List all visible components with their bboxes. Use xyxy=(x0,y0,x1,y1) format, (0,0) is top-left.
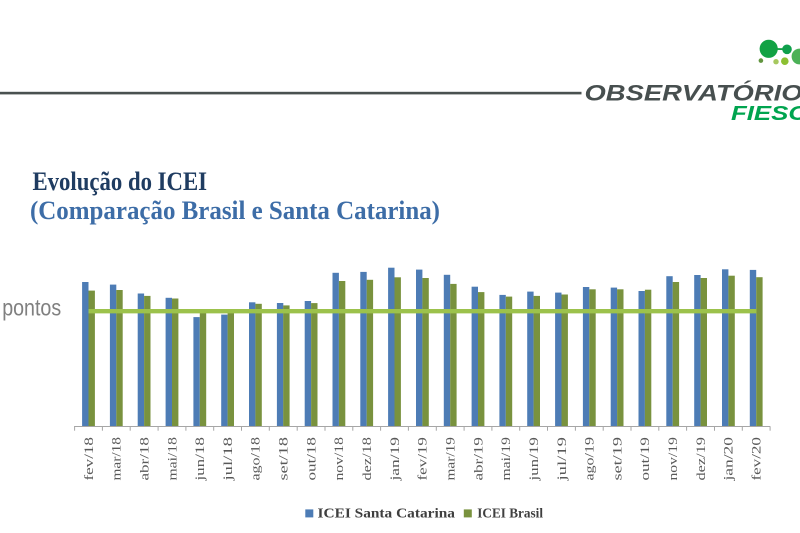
svg-text:out/19: out/19 xyxy=(638,437,652,481)
svg-text:ICEI Brasil: ICEI Brasil xyxy=(477,506,543,521)
svg-text:jul/19: jul/19 xyxy=(555,437,569,482)
svg-text:set/19: set/19 xyxy=(610,437,624,481)
svg-text:dez/18: dez/18 xyxy=(360,437,374,481)
svg-text:abr/18: abr/18 xyxy=(137,437,151,481)
svg-text:out/18: out/18 xyxy=(304,437,318,481)
svg-text:fev/19: fev/19 xyxy=(416,437,430,481)
svg-text:pontos: pontos xyxy=(2,295,61,321)
svg-text:jan/20: jan/20 xyxy=(722,437,736,482)
svg-text:nov/19: nov/19 xyxy=(666,437,680,481)
svg-text:abr/19: abr/19 xyxy=(471,437,485,481)
svg-text:mai/19: mai/19 xyxy=(499,437,513,481)
svg-text:FIESC: FIESC xyxy=(731,103,800,125)
svg-text:ago/19: ago/19 xyxy=(583,437,597,481)
svg-text:fev/18: fev/18 xyxy=(82,437,96,481)
svg-text:mar/18: mar/18 xyxy=(110,437,124,481)
svg-text:(Comparação Brasil e Santa Cat: (Comparação Brasil e Santa Catarina) xyxy=(30,196,440,225)
svg-text:mar/19: mar/19 xyxy=(444,437,458,481)
svg-text:OBSERVATÓRIO: OBSERVATÓRIO xyxy=(585,81,800,106)
svg-text:jan/19: jan/19 xyxy=(388,437,402,482)
svg-text:jul/18: jul/18 xyxy=(221,437,235,482)
svg-text:jun/19: jun/19 xyxy=(527,437,541,482)
svg-text:dez/19: dez/19 xyxy=(694,437,708,481)
svg-text:ago/18: ago/18 xyxy=(249,437,263,481)
svg-text:ICEI Santa Catarina: ICEI Santa Catarina xyxy=(318,506,456,521)
svg-text:jun/18: jun/18 xyxy=(193,437,207,482)
svg-text:Evolução do ICEI: Evolução do ICEI xyxy=(33,167,208,196)
svg-text:mai/18: mai/18 xyxy=(165,437,179,481)
svg-text:set/18: set/18 xyxy=(277,437,291,481)
svg-text:nov/18: nov/18 xyxy=(332,437,346,481)
svg-text:fev/20: fev/20 xyxy=(750,437,764,481)
